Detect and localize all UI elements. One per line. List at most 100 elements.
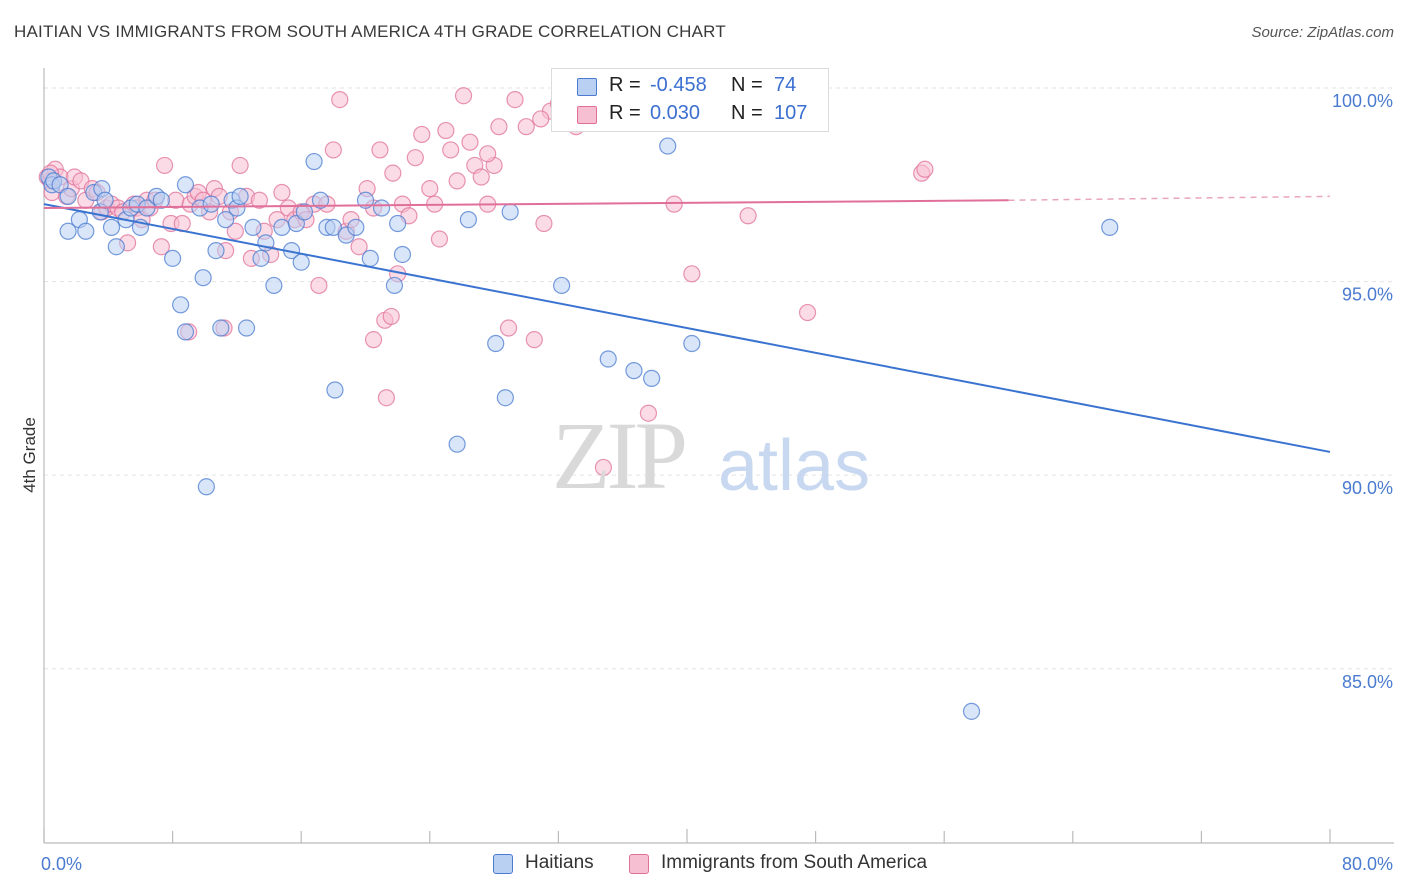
haitian-point: [265, 276, 283, 295]
haitian-point: [172, 296, 190, 314]
legend-n-label: N =: [731, 102, 763, 124]
immigrant-point: [448, 172, 466, 190]
immigrants-trend-extension: [1008, 195, 1331, 202]
haitian-point: [385, 276, 404, 295]
series-immigrants-points: [38, 83, 934, 477]
haitian-point: [152, 191, 170, 209]
gridlines: [44, 87, 1394, 670]
legend-r-label: R =: [609, 102, 641, 124]
haitian-point: [164, 249, 182, 267]
immigrant-point: [916, 160, 934, 178]
haitian-point: [389, 214, 407, 233]
haitian-point: [459, 211, 477, 229]
haitian-point: [1101, 218, 1119, 236]
haitian-point: [212, 319, 230, 337]
haitian-point: [231, 187, 249, 205]
legend-row-haitians: R = -0.458 N = 74: [552, 72, 828, 100]
legend-swatch-blue: [577, 78, 597, 96]
x-tick-label-max: 80.0%: [1342, 854, 1393, 874]
immigrant-point: [639, 404, 658, 422]
immigrants-swatch: [629, 854, 649, 874]
immigrants-label: Immigrants from South America: [661, 852, 928, 873]
legend-n-label: N =: [731, 74, 763, 96]
immigrant-point: [364, 331, 383, 349]
immigrant-point: [479, 145, 497, 163]
immigrant-point: [371, 141, 389, 159]
axes: [43, 68, 1394, 844]
source-label[interactable]: Source: ZipAtlas.com: [1251, 24, 1394, 41]
haitian-point: [194, 269, 212, 287]
haitian-point: [347, 218, 365, 236]
immigrant-point: [350, 238, 368, 256]
haitian-point: [326, 381, 344, 399]
immigrant-point: [331, 90, 349, 109]
immigrant-point: [454, 87, 473, 105]
haitian-point: [372, 199, 391, 217]
haitians-swatch: [493, 854, 513, 874]
haitian-point: [176, 323, 195, 341]
haitian-point: [361, 249, 379, 267]
haitian-point: [207, 241, 225, 260]
haitian-point: [501, 203, 519, 221]
haitian-point: [683, 334, 701, 353]
tick-labels: 85.0% 90.0% 95.0% 100.0% 0.0% 80.0%: [41, 91, 1393, 874]
immigrant-point: [413, 125, 431, 144]
immigrant-point: [310, 276, 328, 295]
immigrant-point: [798, 303, 817, 322]
immigrant-point: [155, 156, 174, 175]
haitian-point: [217, 211, 235, 229]
haitian-point: [59, 222, 77, 240]
haitian-point: [311, 191, 330, 209]
haitians-label: Haitians: [525, 852, 594, 873]
correlation-legend: R = -0.458 N = 74 R = 0.030 N = 107: [551, 68, 829, 132]
chart-title: HAITIAN VS IMMIGRANTS FROM SOUTH AMERICA…: [14, 22, 726, 41]
immigrant-point: [430, 230, 449, 248]
immigrants-trend-line: [43, 199, 1009, 210]
immigrant-point: [167, 191, 185, 209]
immigrant-point: [525, 331, 543, 349]
haitian-point: [287, 214, 305, 233]
haitian-point: [356, 191, 375, 209]
immigrant-point: [152, 238, 170, 256]
immigrant-point: [273, 183, 291, 202]
haitian-point: [625, 362, 643, 380]
legend-n-value: 107: [774, 102, 808, 124]
immigrant-point: [594, 458, 613, 477]
legend-row-immigrants: R = 0.030 N = 107: [552, 100, 828, 128]
haitian-point: [659, 137, 677, 155]
haitian-point: [176, 176, 195, 194]
haitian-point: [102, 218, 121, 236]
y-tick-label: 85.0%: [1342, 672, 1393, 692]
legend-r-value: 0.030: [650, 102, 701, 124]
watermark-zip: ZIP: [552, 402, 688, 509]
immigrant-point: [231, 156, 249, 175]
haitian-point: [202, 195, 220, 213]
haitian-point: [448, 435, 466, 453]
haitian-point: [107, 238, 125, 256]
y-tick-label: 95.0%: [1342, 285, 1393, 305]
immigrant-point: [226, 222, 244, 240]
y-axis-title: 4th Grade: [20, 417, 39, 493]
y-tick-label: 90.0%: [1342, 478, 1393, 498]
immigrant-point: [442, 141, 460, 159]
immigrant-point: [377, 389, 395, 407]
haitian-point: [295, 203, 314, 221]
trend-lines: [43, 195, 1331, 453]
immigrant-point: [250, 191, 269, 209]
haitian-point: [59, 187, 77, 205]
legend-n-value: 74: [774, 74, 797, 96]
immigrant-point: [421, 180, 439, 198]
haitian-point: [599, 350, 617, 368]
series-haitians-points: [40, 137, 1119, 720]
immigrant-point: [739, 207, 757, 225]
legend-r-label: R =: [609, 74, 641, 96]
haitian-point: [487, 334, 505, 353]
haitian-point: [197, 478, 215, 496]
immigrant-point: [535, 214, 553, 233]
immigrant-point: [506, 90, 524, 109]
immigrant-point: [406, 149, 424, 167]
immigrant-point: [437, 121, 455, 140]
haitian-point: [496, 389, 514, 407]
immigrant-point: [382, 307, 400, 326]
